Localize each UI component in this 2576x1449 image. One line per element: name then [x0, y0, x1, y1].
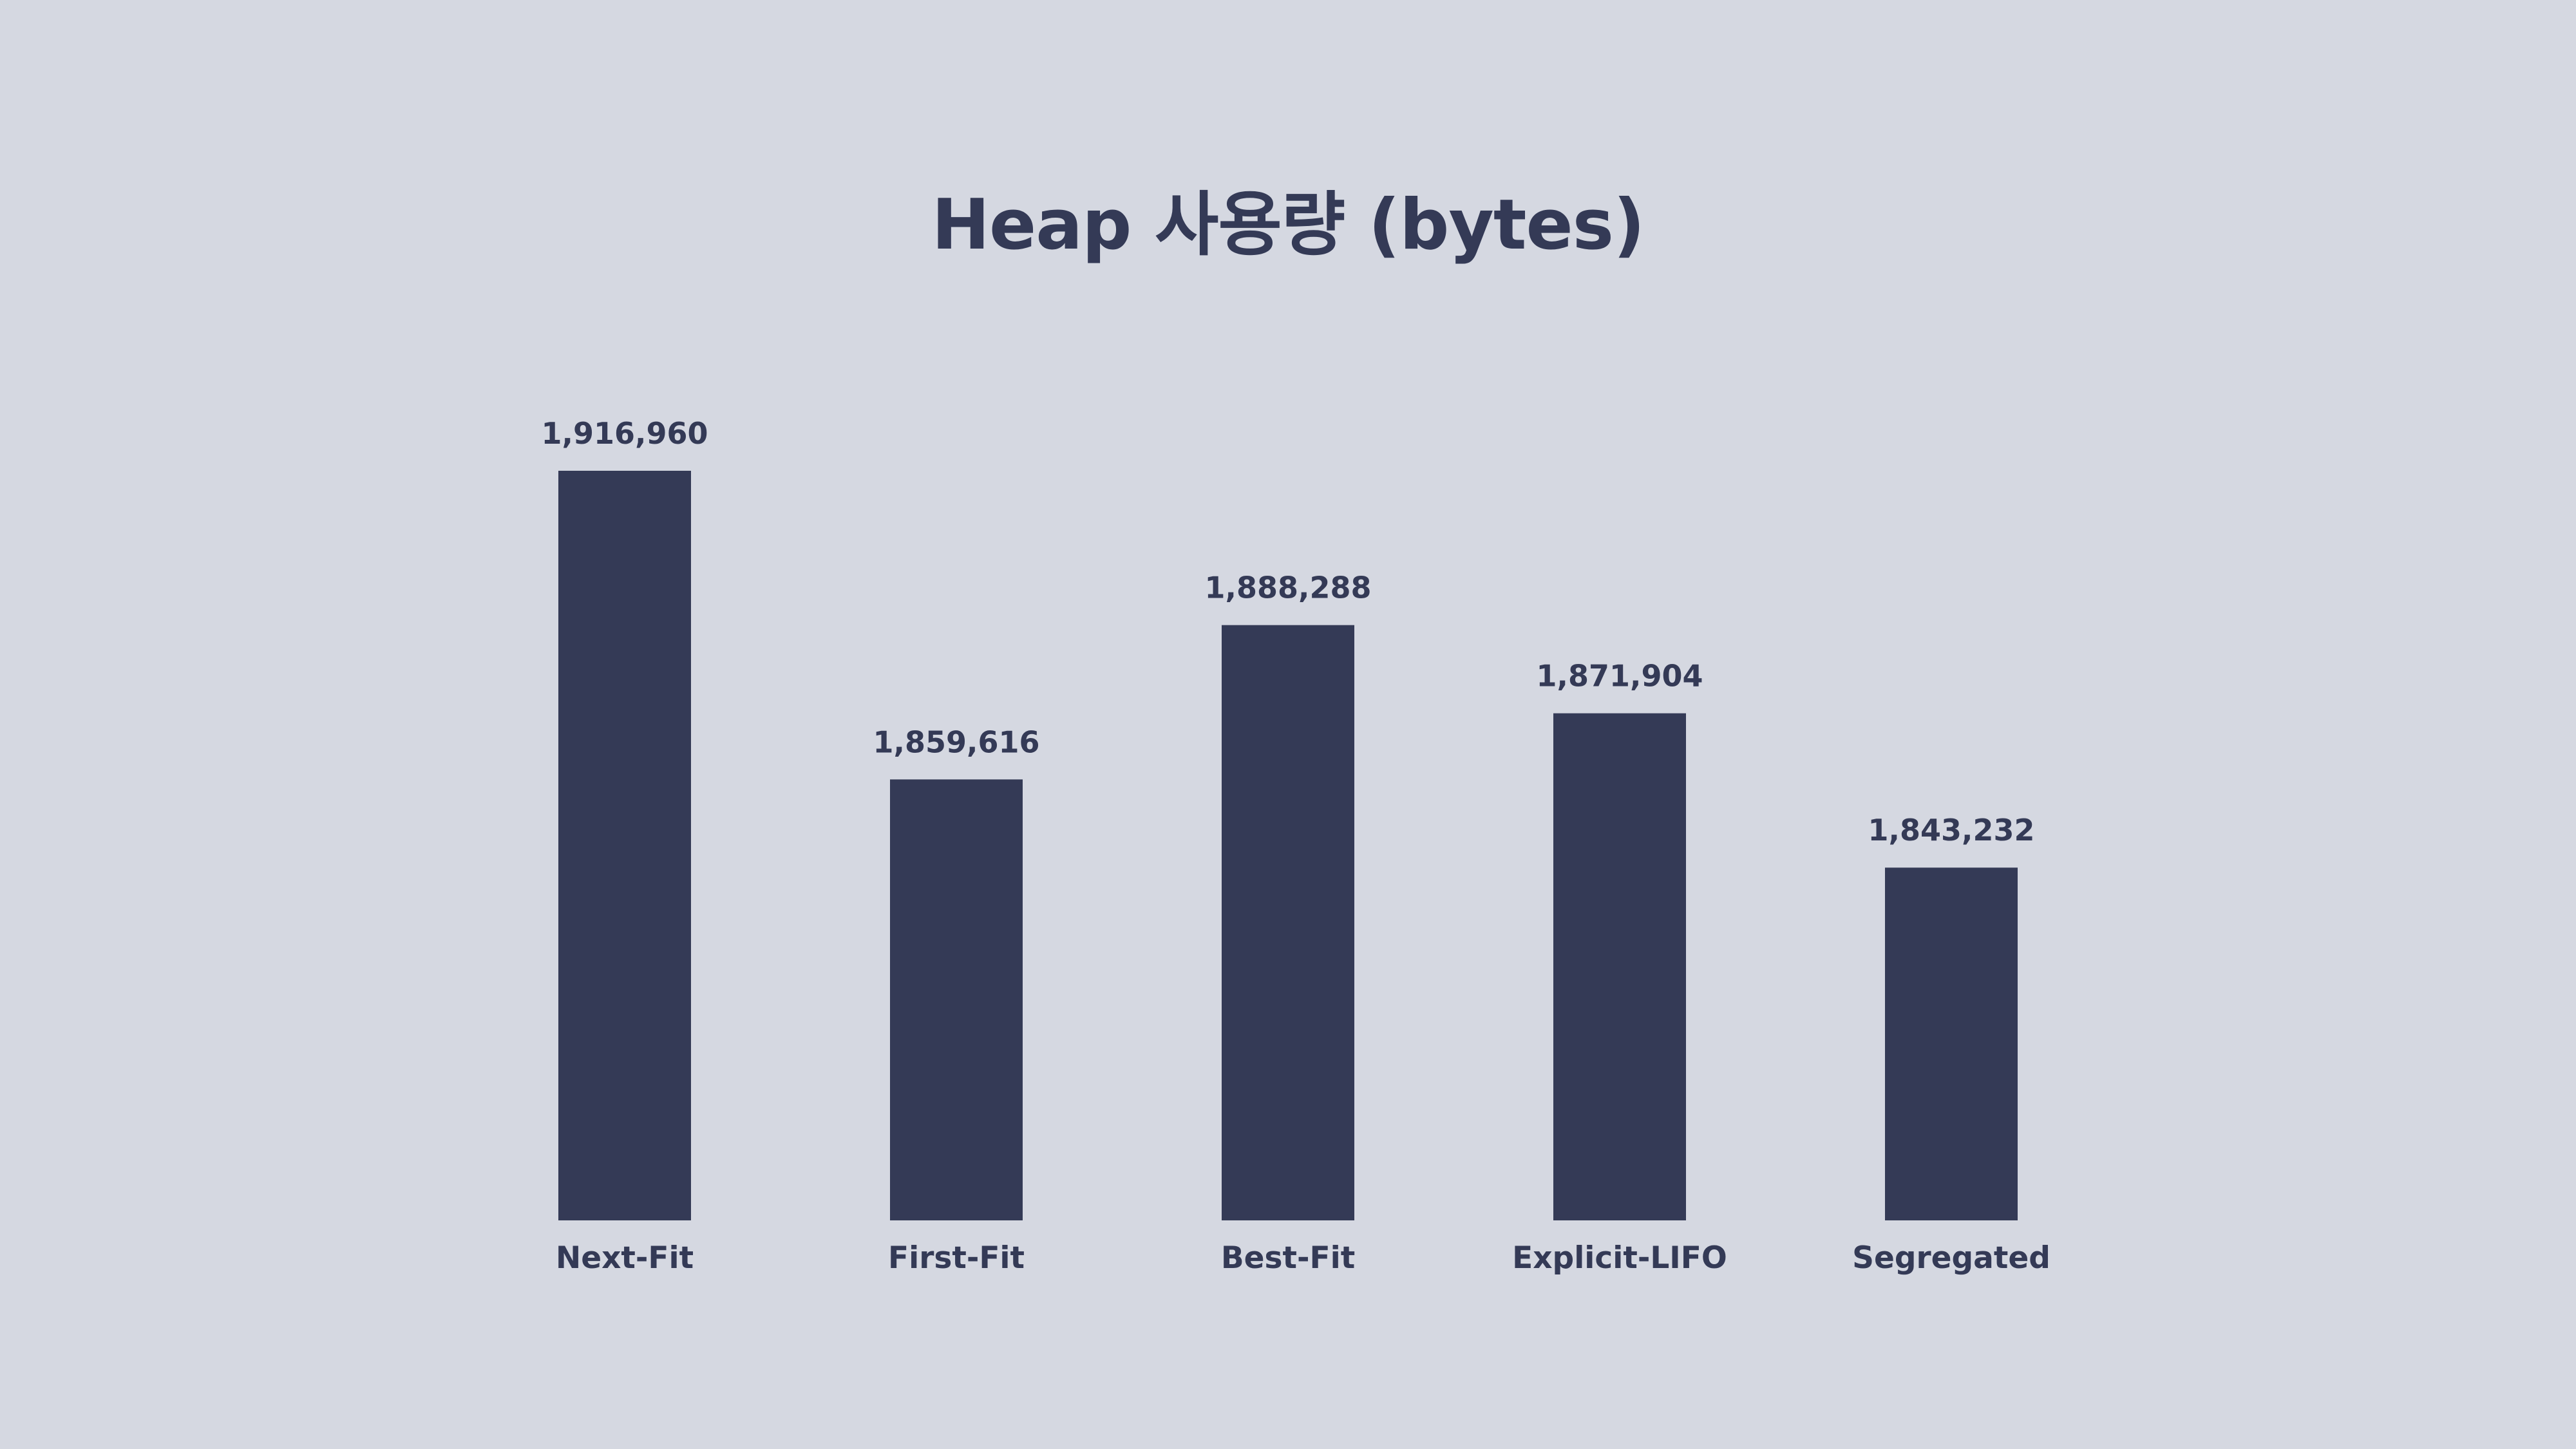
value-label: 1,859,616	[873, 724, 1040, 759]
bars-layer	[558, 471, 2018, 1220]
value-label: 1,871,904	[1537, 659, 1703, 694]
category-label: First-Fit	[888, 1240, 1025, 1276]
category-label: Segregated	[1852, 1240, 2050, 1276]
value-label: 1,916,960	[542, 416, 708, 451]
chart-title: Heap 사용량 (bytes)	[931, 185, 1645, 265]
labels-layer: 1,916,960 Next-Fit 1,859,616 First-Fit 1,888…	[542, 416, 2050, 1276]
bar-segregated	[1885, 867, 2018, 1220]
bar-first-fit	[890, 779, 1023, 1220]
category-label: Explicit-LIFO	[1512, 1240, 1727, 1276]
category-label: Next-Fit	[556, 1240, 694, 1276]
bar-best-fit	[1222, 625, 1354, 1220]
bar-next-fit	[558, 471, 691, 1220]
category-label: Best-Fit	[1221, 1240, 1355, 1276]
value-label: 1,888,288	[1205, 571, 1372, 605]
value-label: 1,843,232	[1868, 813, 2035, 848]
bar-explicit-lifo	[1553, 713, 1686, 1220]
